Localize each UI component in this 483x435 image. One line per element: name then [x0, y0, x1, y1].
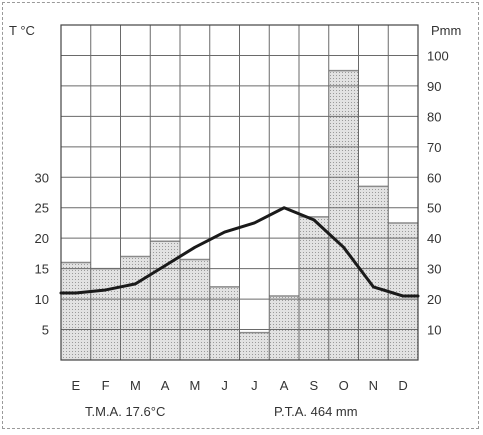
precip-bar-6 [209, 286, 240, 360]
month-label-3: M [130, 378, 141, 393]
temp-tick-15: 15 [35, 262, 49, 277]
precip-tick-40: 40 [427, 231, 441, 246]
precip-tick-70: 70 [427, 140, 441, 155]
precipitation-axis-ticks: 10 20 30 40 50 60 70 80 90 100 [427, 48, 449, 337]
precip-bar-3 [120, 256, 151, 360]
month-label-12: D [398, 378, 407, 393]
month-label-9: S [310, 378, 319, 393]
precip-tick-10: 10 [427, 323, 441, 338]
temperature-line [59, 206, 420, 298]
precipitation-axis-label: Pmm [431, 23, 461, 38]
precip-tick-60: 60 [427, 170, 441, 185]
precip-bar-7 [239, 332, 270, 360]
precip-bar-9 [299, 216, 329, 360]
month-label-8: A [280, 378, 289, 393]
month-label-6: J [221, 378, 228, 393]
climate-chart: 5 10 15 20 25 30 10 20 30 40 50 60 70 80 90 100 E F M A M J… [9, 23, 461, 419]
month-label-7: J [251, 378, 258, 393]
temp-tick-20: 20 [35, 231, 49, 246]
month-label-4: A [161, 378, 170, 393]
precip-tick-80: 80 [427, 109, 441, 124]
precip-bar-10 [328, 70, 359, 360]
precip-tick-50: 50 [427, 201, 441, 216]
temp-tick-25: 25 [35, 201, 49, 216]
month-label-5: M [189, 378, 200, 393]
chart-frame: 5 10 15 20 25 30 10 20 30 40 50 60 70 80 90 100 E F M A M J… [2, 2, 479, 429]
precip-tick-90: 90 [427, 79, 441, 94]
precip-tick-100: 100 [427, 48, 449, 63]
precip-bar-2 [90, 268, 121, 360]
month-label-11: N [369, 378, 378, 393]
precip-bar-1 [61, 262, 91, 360]
annual-total-precipitation: P.T.A. 464 mm [274, 404, 358, 419]
temperature-axis-label: T °C [9, 23, 35, 38]
precip-tick-30: 30 [427, 262, 441, 277]
temp-tick-5: 5 [42, 323, 49, 338]
plot-border [60, 24, 419, 361]
temperature-axis-ticks: 5 10 15 20 25 30 [35, 170, 49, 337]
month-label-1: E [72, 378, 81, 393]
precip-bar-5 [180, 259, 210, 360]
temp-tick-30: 30 [35, 170, 49, 185]
month-label-10: O [339, 378, 349, 393]
month-label-2: F [102, 378, 110, 393]
precip-tick-20: 20 [427, 292, 441, 307]
precipitation-bars [61, 69, 418, 360]
precip-bar-8 [269, 296, 299, 360]
annual-mean-temperature: T.M.A. 17.6°C [85, 404, 165, 419]
temp-tick-10: 10 [35, 292, 49, 307]
